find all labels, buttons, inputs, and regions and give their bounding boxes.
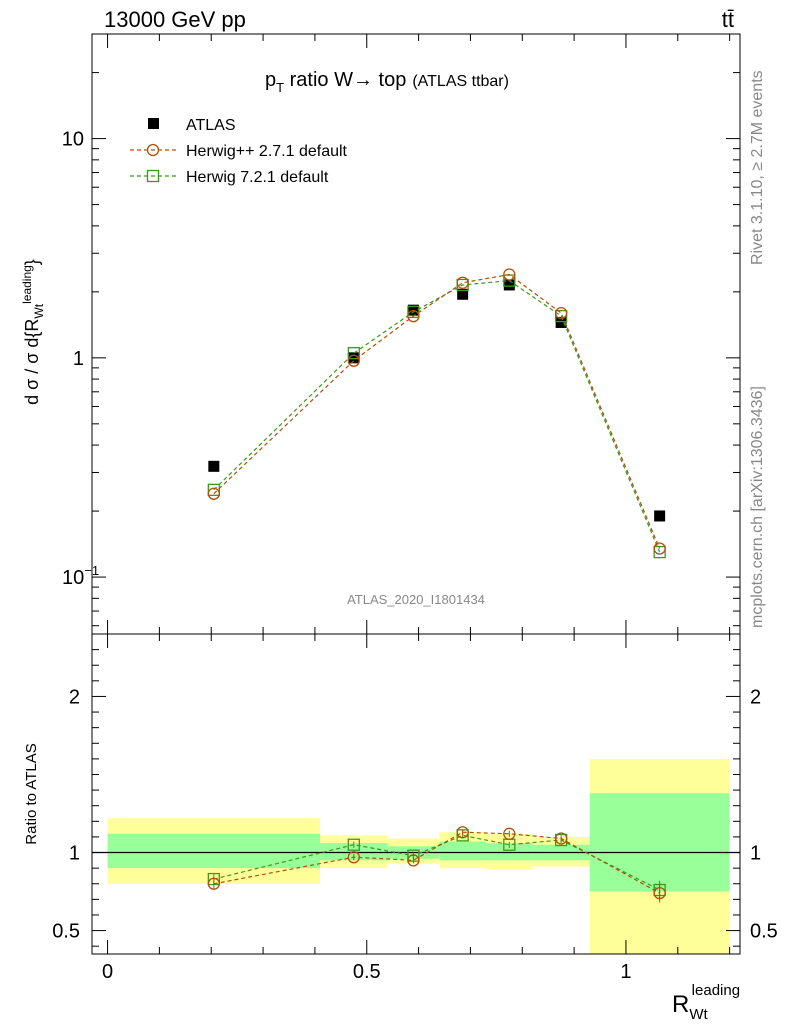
analysis-watermark: ATLAS_2020_I1801434 (347, 592, 485, 607)
rivet-version-label: Rivet 3.1.10, ≥ 2.7M events (749, 70, 766, 265)
main-point-atlas (654, 510, 666, 522)
ratio-panel: 0.5 0.5 1 1 2 2 0 0.5 1 Ratio to ATLAS RWtleadin… (23, 633, 778, 1023)
main-point-herwig72 (347, 347, 360, 360)
main-point-herwigpp (456, 276, 469, 289)
uncertainty-band-inner (107, 833, 321, 869)
ratio-point-herwigpp (653, 886, 666, 900)
main-point-herwig72 (653, 545, 666, 559)
ratio-point-herwigpp (555, 832, 568, 845)
main-line-herwig72 (213, 279, 661, 553)
main-point-herwigpp (503, 268, 516, 281)
main-point-herwigpp (407, 309, 420, 323)
legend: ATLAS Herwig++ 2.7.1 default Herwig 7.2.… (130, 117, 348, 186)
y-tick-label: 10−1 (62, 563, 99, 589)
y-tick-label: 1 (73, 348, 84, 370)
x-axis-label: RWtleading (672, 982, 740, 1023)
header-energy-label: 13000 GeV pp (104, 7, 246, 32)
main-point-atlas (457, 288, 469, 300)
main-point-herwigpp (653, 542, 666, 555)
y-tick-label: 10 (62, 129, 84, 151)
x-tick-label: 0.5 (353, 961, 381, 983)
main-line-herwigpp (213, 273, 661, 549)
uncertainty-band-inner (589, 793, 730, 892)
ratio-point-herwig72 (347, 838, 360, 851)
legend-marker-atlas (148, 118, 159, 129)
main-point-atlas (348, 352, 360, 364)
chart-title: pT ratio W→ top (ATLAS ttbar) (265, 69, 509, 95)
main-point-herwig72 (555, 309, 568, 323)
main-point-atlas (503, 279, 515, 291)
mcplots-label: mcplots.cern.ch [arXiv:1306.3436] (749, 386, 766, 628)
main-point-atlas (555, 316, 567, 328)
ratio-panel-frame (91, 633, 741, 955)
main-point-herwigpp (555, 306, 568, 320)
uncertainty-band-inner (485, 843, 533, 861)
legend-label-herwigpp: Herwig++ 2.7.1 default (186, 143, 348, 160)
header-process-label: tt̄ (722, 7, 734, 32)
ratio-point-herwigpp (207, 877, 220, 890)
ratio-y-tick-label-right: 0.5 (750, 921, 778, 943)
ratio-point-herwigpp (407, 854, 420, 867)
x-tick-label: 1 (620, 961, 631, 983)
uncertainty-band-inner (439, 841, 486, 861)
ratio-y-tick-label-right: 1 (750, 843, 761, 865)
legend-label-herwig72: Herwig 7.2.1 default (186, 169, 329, 186)
main-point-herwigpp (347, 354, 360, 367)
ratio-y-tick-label-left: 2 (69, 686, 80, 708)
svg-text:d σ / σ d{RWtleading}: d σ / σ d{RWtleading} (20, 259, 46, 405)
x-tick-label: 0 (102, 961, 113, 983)
ratio-y-tick-label-left: 1 (69, 843, 80, 865)
ratio-point-herwigpp (347, 851, 360, 864)
ratio-axis-label: Ratio to ATLAS (23, 743, 40, 844)
legend-label-atlas: ATLAS (186, 117, 236, 134)
ratio-point-herwigpp (503, 827, 516, 840)
ratio-point-herwigpp (456, 826, 469, 839)
main-point-herwigpp (207, 487, 220, 500)
legend-marker-herwigpp (146, 143, 160, 157)
main-point-atlas (208, 460, 220, 472)
y-axis-label: d σ / σ d{RWtleading} (20, 259, 46, 405)
ratio-y-tick-label-left: 0.5 (52, 921, 80, 943)
main-point-herwig72 (207, 483, 220, 496)
main-panel: 10−1 1 10 pT ratio W→ top (ATLAS ttbar) ATL… (20, 33, 741, 635)
legend-marker-herwig72 (146, 169, 160, 183)
ratio-y-tick-label-right: 2 (750, 686, 761, 708)
